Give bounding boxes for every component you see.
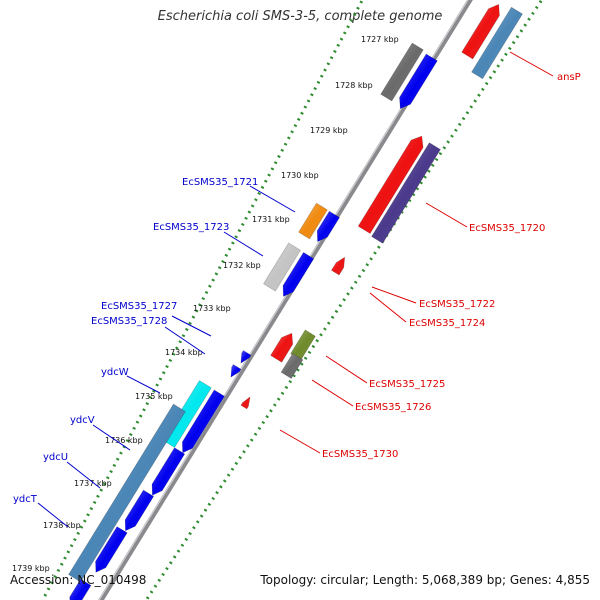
tick-label: 1739 kbp [12,564,50,573]
gene-label[interactable]: EcSMS35_1728 [91,316,167,327]
tick-label: 1733 kbp [193,304,231,313]
cds-ydcV [151,447,186,496]
leader-line [223,231,264,257]
leader-line [325,355,368,384]
leader-line [369,292,407,323]
inner-tick-ring [144,0,544,600]
topology-label: Topology: circular; Length: 5,068,389 bp… [260,573,590,587]
tick-label: 1734 kbp [165,348,203,357]
cds-ecsms35-1722 [330,256,346,276]
leader-line [509,51,554,77]
tick-label: 1727 kbp [361,35,399,44]
cds-ansP-reverse [461,3,500,60]
gene-label[interactable]: EcSMS35_1725 [369,379,445,390]
accession-label: Accession: NC_010498 [10,573,147,587]
leader-line [371,286,417,304]
gene-label[interactable]: ansP [557,72,581,83]
leader-line [66,461,101,489]
cds-ecsms35-1727 [240,350,252,364]
cds-ecsms35-1720 [357,135,424,234]
tick-label: 1731 kbp [252,215,290,224]
gene-label[interactable]: EcSMS35_1730 [322,449,398,460]
gene-label[interactable]: EcSMS35_1727 [101,301,177,312]
orf-ecsms35-1723 [263,242,301,292]
cds-ydcS [69,578,92,600]
orf-ecsms35-1726 [280,353,304,379]
tick-label: 1738 kbp [43,521,81,530]
tick-label: 1736 kbp [105,436,143,445]
gene-label[interactable]: EcSMS35_1720 [469,223,545,234]
gene-label[interactable]: ydcT [13,494,38,505]
leader-line [425,202,468,228]
outer-tick-ring [40,0,365,600]
leader-line [92,424,131,451]
leader-line [164,326,206,355]
gene-label[interactable]: EcSMS35_1722 [419,299,495,310]
leader-line [279,429,321,454]
tick-label: 1728 kbp [335,81,373,90]
gene-label[interactable]: EcSMS35_1726 [355,402,431,413]
cds-ecsms35-1719 [399,53,438,110]
orf-ecsms35-1721 [298,202,328,240]
leader-line [37,502,69,528]
orf-ansP [471,6,523,80]
orf-ecsms35-1720 [371,142,441,244]
gene-label[interactable]: ydcV [70,415,95,426]
cds-ecsms35-1730 [240,396,251,410]
leader-line [171,315,212,337]
cds-ydcU [124,489,155,532]
tick-label: 1732 kbp [223,261,261,270]
gene-label[interactable]: EcSMS35_1721 [182,177,258,188]
cds-ecsms35-1721 [316,210,340,243]
tick-label: 1735 kbp [135,392,173,401]
gene-label[interactable]: ydcW [101,367,129,378]
tick-label: 1730 kbp [281,171,319,180]
leader-line [126,375,161,394]
gene-label[interactable]: EcSMS35_1723 [153,222,229,233]
gene-label[interactable]: EcSMS35_1724 [409,318,485,329]
cds-ydcT [95,526,128,573]
orf-ecsms35-1719 [380,42,424,102]
tick-label: 1729 kbp [310,126,348,135]
gene-label[interactable]: ydcU [43,452,68,463]
cds-ydcW [181,389,225,454]
leader-line [249,185,296,213]
cds-ecsms35-1725 [270,332,294,363]
cds-ecsms35-1728 [230,364,242,378]
map-title: Escherichia coli SMS-3-5, complete genom… [157,9,443,24]
cds-ecsms35-1723 [282,251,315,297]
tick-label: 1737 kbp [74,479,112,488]
leader-line [311,379,354,407]
